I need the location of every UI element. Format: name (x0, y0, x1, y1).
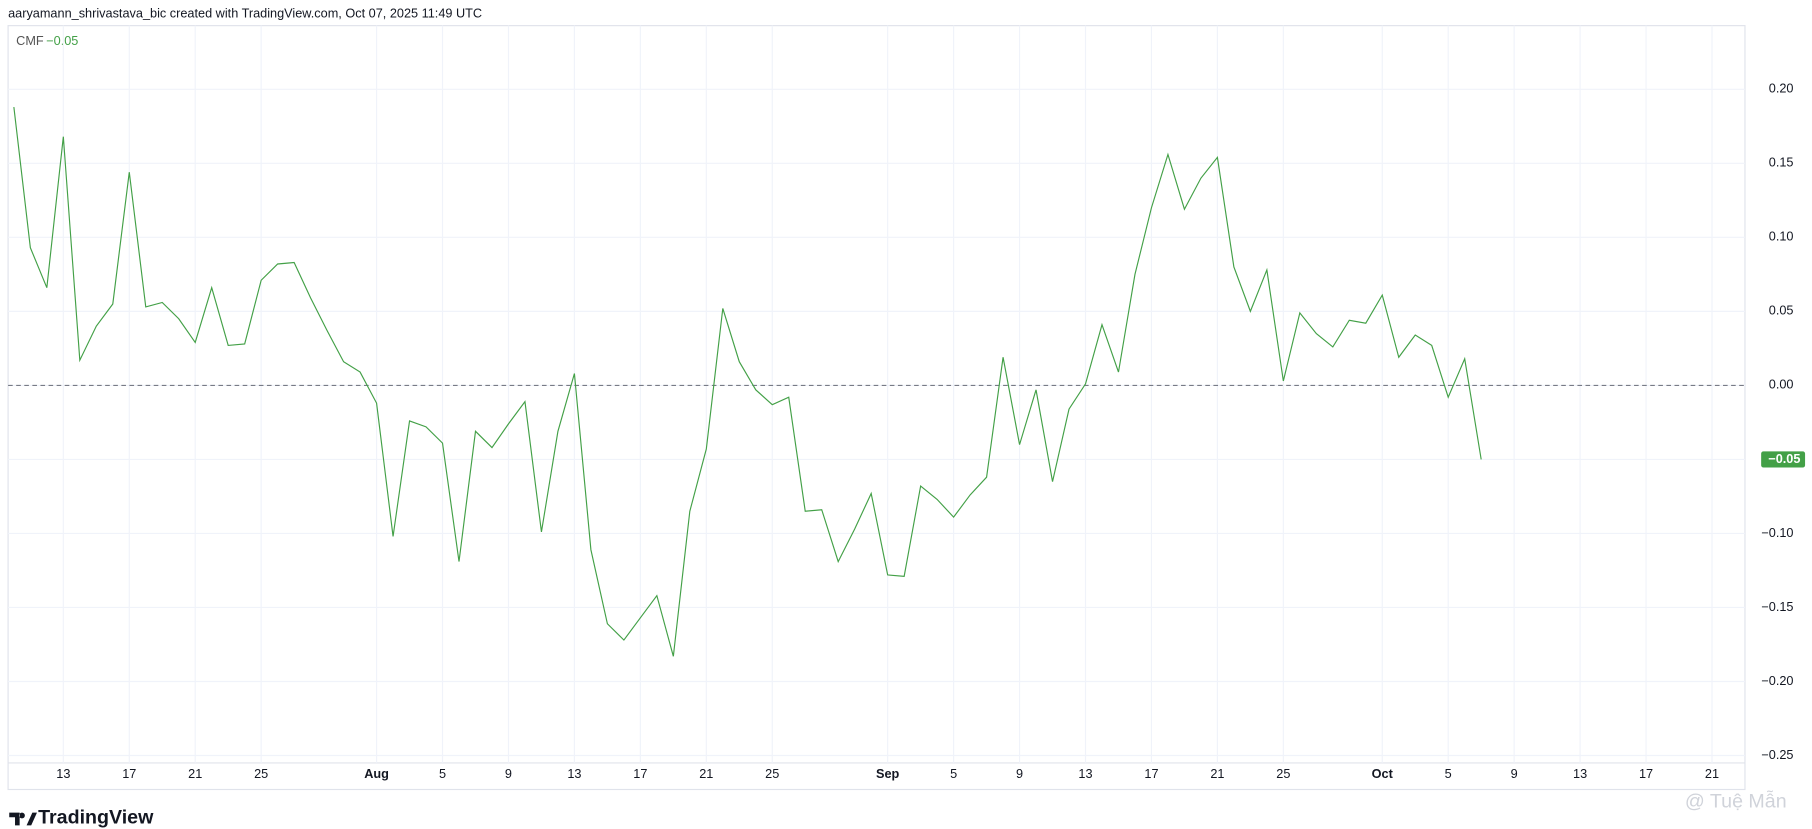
x-tick-label: 5 (439, 766, 446, 781)
x-tick-label: 5 (1445, 766, 1452, 781)
x-tick-label: Aug (364, 766, 389, 781)
grid (8, 25, 1745, 763)
legend-name: CMF (16, 33, 44, 48)
x-tick-label: 9 (505, 766, 512, 781)
brand: TradingView (38, 807, 154, 829)
y-tick-label: 0.10 (1769, 229, 1794, 244)
y-tick-label: 0.00 (1769, 377, 1794, 392)
x-tick-label: 21 (188, 766, 202, 781)
x-tick-label: 17 (1639, 766, 1653, 781)
y-tick-label: 0.20 (1769, 81, 1794, 96)
x-tick-label: Sep (876, 766, 900, 781)
y-tick-label: 0.05 (1769, 303, 1794, 318)
last-value-label: −0.05 (1768, 451, 1800, 466)
x-tick-label: 17 (633, 766, 647, 781)
y-tick-label: −0.20 (1761, 673, 1793, 688)
cmf-line (13, 106, 1482, 657)
x-tick-label: 21 (1705, 766, 1719, 781)
x-tick-label: 21 (699, 766, 713, 781)
x-tick-label: 13 (56, 766, 70, 781)
logo: TradingView (9, 807, 154, 829)
legend-value: −0.05 (46, 33, 78, 48)
pane-border (7, 25, 1746, 791)
x-tick-label: 25 (1276, 766, 1290, 781)
x-tick-label: 25 (765, 766, 779, 781)
watermark: @ Tuệ Mẫn (1685, 789, 1787, 812)
y-tick-label: −0.25 (1761, 747, 1793, 762)
x-tick-label: 17 (1144, 766, 1158, 781)
y-tick-label: −0.10 (1761, 525, 1793, 540)
x-tick-label: Oct (1372, 766, 1394, 781)
y-tick-label: −0.15 (1761, 599, 1793, 614)
x-tick-label: 9 (1511, 766, 1518, 781)
last-value-badge (1761, 451, 1806, 468)
x-tick-label: 13 (567, 766, 581, 781)
x-tick-label: 25 (254, 766, 268, 781)
x-tick-label: 13 (1573, 766, 1587, 781)
x-tick-label: 9 (1016, 766, 1023, 781)
x-tick-label: 21 (1210, 766, 1224, 781)
x-tick-label: 5 (950, 766, 957, 781)
header-text: aaryamann_shrivastava_bic created with T… (8, 5, 482, 20)
x-tick-label: 13 (1078, 766, 1092, 781)
y-tick-label: 0.15 (1769, 155, 1794, 170)
x-tick-label: 17 (122, 766, 136, 781)
